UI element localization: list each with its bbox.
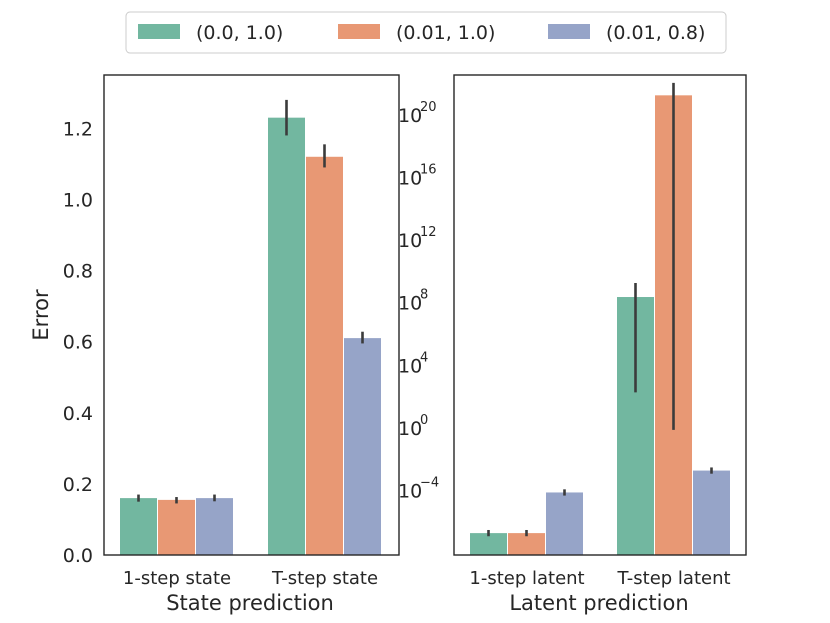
state-ytick-label-6: 1.2: [63, 118, 93, 140]
state-ytick-label-4: 0.8: [63, 261, 93, 283]
latent-ytick-base-3: 10: [398, 293, 422, 315]
legend-label-0: (0.0, 1.0): [196, 22, 283, 44]
latent-ytick-base-0: 10: [398, 480, 422, 502]
latent-ytick-base-4: 10: [398, 230, 422, 252]
latent-ytick-exp-1: 0: [420, 413, 428, 428]
latent-ytick-exp-3: 8: [420, 288, 428, 303]
state-bar-1-2: [344, 338, 381, 555]
state-prediction-panel: 0.0 0.2 0.4 0.6 0.8 1.0 1.2 1-step state T-ste…: [29, 74, 400, 615]
legend-swatch-1: [338, 24, 380, 39]
state-bar-0-0: [120, 498, 157, 555]
latent-ytick-exp-6: 20: [420, 100, 437, 115]
state-x-axis-label: State prediction: [166, 591, 334, 615]
state-ytick-label-1: 0.2: [63, 474, 93, 496]
state-bar-0-1: [158, 499, 195, 555]
legend-label-2: (0.01, 0.8): [606, 22, 705, 44]
state-bar-1-0: [268, 117, 305, 556]
state-bar-1-1: [306, 156, 343, 555]
latent-ytick-exp-4: 12: [420, 225, 437, 240]
legend-label-1: (0.01, 1.0): [396, 22, 495, 44]
latent-x-axis-label: Latent prediction: [509, 591, 688, 615]
state-yticks: 0.0 0.2 0.4 0.6 0.8 1.0 1.2: [63, 118, 93, 567]
state-ytick-label-2: 0.4: [63, 403, 93, 425]
latent-bar-1-2: [693, 470, 730, 555]
state-plot-frame: [103, 74, 400, 556]
latent-bars: [470, 95, 730, 555]
latent-xtick-label-0: 1-step latent: [469, 568, 584, 589]
state-errorbars: [137, 99, 364, 504]
latent-ytick-exp-0: −4: [420, 475, 439, 490]
latent-ytick-base-5: 10: [398, 168, 422, 190]
state-y-axis-label: Error: [29, 289, 53, 341]
state-ytick-label-0: 0.0: [63, 545, 93, 567]
latent-bar-0-0: [470, 533, 507, 555]
state-bar-0-2: [196, 498, 233, 555]
latent-ytick-exp-2: 4: [420, 350, 428, 365]
latent-bar-0-2: [546, 492, 583, 555]
state-xtick-label-0: 1-step state: [123, 568, 231, 589]
latent-ytick-label-3: 108: [398, 288, 428, 315]
legend-frame: [125, 11, 727, 54]
latent-ytick-base-2: 10: [398, 355, 422, 377]
latent-ytick-base-6: 10: [398, 105, 422, 127]
state-ytick-label-5: 1.0: [63, 189, 93, 211]
latent-errorbars: [487, 82, 713, 537]
legend-swatch-2: [548, 24, 590, 39]
state-xtick-label-1: T-step state: [271, 568, 378, 589]
latent-ytick-label-0: 10−4: [398, 475, 439, 502]
latent-ytick-base-1: 10: [398, 418, 422, 440]
latent-ytick-label-1: 100: [398, 413, 428, 440]
latent-xtick-label-1: T-step latent: [616, 568, 730, 589]
latent-ytick-exp-5: 16: [420, 163, 437, 178]
legend-swatch-0: [138, 24, 180, 39]
latent-ytick-label-2: 104: [398, 350, 428, 377]
state-bars: [120, 117, 381, 556]
state-ytick-label-3: 0.6: [63, 332, 93, 354]
legend: (0.0, 1.0) (0.01, 1.0) (0.01, 0.8): [125, 11, 727, 54]
latent-bar-0-1: [508, 533, 545, 555]
latent-plot-frame: [453, 74, 747, 556]
